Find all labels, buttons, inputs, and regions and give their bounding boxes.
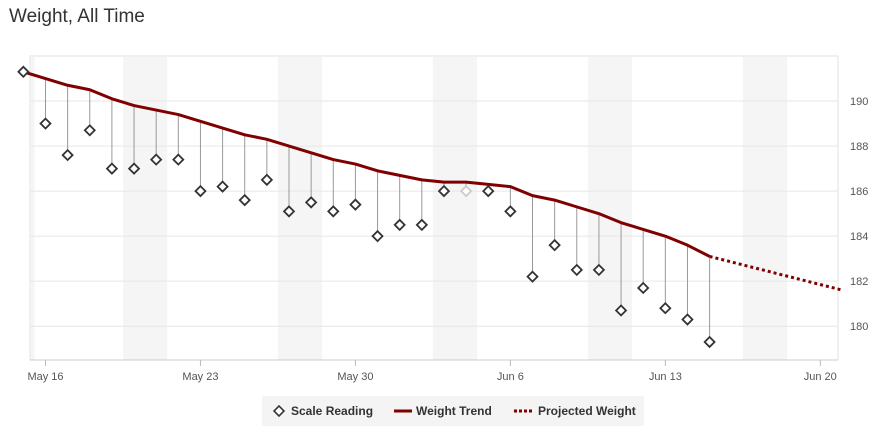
scale-reading-marker bbox=[393, 218, 406, 232]
scale-reading-marker bbox=[526, 270, 539, 283]
scale-reading-marker bbox=[636, 281, 650, 295]
scale-reading-marker bbox=[415, 218, 429, 232]
scale-reading-marker bbox=[238, 193, 251, 207]
scale-reading-marker bbox=[371, 229, 384, 243]
scale-reading-marker bbox=[437, 184, 451, 198]
scale-reading-marker bbox=[349, 198, 362, 211]
scale-reading-marker bbox=[504, 205, 517, 218]
legend-projected-line-icon bbox=[514, 409, 534, 413]
legend-trend-line-icon bbox=[394, 409, 412, 413]
trend-line bbox=[22, 70, 711, 258]
x-tick-label: May 23 bbox=[182, 371, 218, 383]
weekend-band bbox=[432, 57, 478, 360]
scale-reading-marker bbox=[592, 263, 606, 277]
scale-reading-marker bbox=[570, 263, 584, 277]
scale-reading-marker bbox=[614, 304, 628, 317]
y-tick-label: 188 bbox=[850, 141, 868, 153]
legend-weight-trend[interactable]: Weight Trend bbox=[416, 404, 492, 418]
scale-reading-marker bbox=[548, 238, 561, 252]
scale-reading-marker bbox=[260, 173, 274, 187]
y-tick-label: 184 bbox=[850, 231, 868, 243]
x-tick-label: Jun 20 bbox=[804, 371, 837, 383]
weekend-band bbox=[277, 57, 323, 360]
scale-reading-marker bbox=[659, 301, 672, 315]
scale-reading-marker bbox=[17, 65, 30, 78]
weekend-band bbox=[742, 57, 788, 360]
scale-reading-marker bbox=[149, 153, 163, 166]
scale-reading-marker bbox=[39, 117, 52, 130]
x-tick-label: Jun 13 bbox=[649, 371, 682, 383]
scale-reading-marker bbox=[304, 196, 318, 209]
scale-reading-marker bbox=[105, 162, 119, 175]
scale-reading-marker bbox=[172, 153, 185, 166]
scale-reading-marker bbox=[216, 180, 229, 193]
weekend-band bbox=[587, 57, 633, 360]
scale-reading-marker bbox=[194, 184, 207, 198]
scale-reading-marker bbox=[282, 205, 296, 218]
legend: Scale Reading Weight Trend Projected Wei… bbox=[262, 396, 644, 426]
y-tick-label: 190 bbox=[850, 96, 868, 108]
scale-reading-marker bbox=[127, 162, 141, 175]
projected-line bbox=[709, 254, 843, 292]
x-tick-label: Jun 6 bbox=[497, 371, 524, 383]
scale-reading-marker-missing bbox=[459, 184, 473, 198]
chart-title: Weight, All Time bbox=[9, 6, 145, 27]
x-tick-label: May 16 bbox=[27, 371, 63, 383]
scale-reading-marker bbox=[703, 335, 716, 349]
scale-reading-marker bbox=[482, 184, 495, 198]
weekend-band bbox=[122, 57, 168, 360]
y-tick-label: 182 bbox=[850, 276, 868, 288]
legend-projected-weight[interactable]: Projected Weight bbox=[538, 404, 636, 418]
y-tick-label: 180 bbox=[850, 321, 868, 333]
scale-reading-marker bbox=[61, 148, 74, 162]
legend-diamond-icon bbox=[272, 404, 286, 418]
x-tick-label: May 30 bbox=[337, 371, 373, 383]
weekend-band bbox=[31, 57, 35, 360]
scale-reading-marker bbox=[83, 124, 96, 137]
scale-reading-marker bbox=[327, 205, 340, 218]
legend-scale-reading[interactable]: Scale Reading bbox=[291, 404, 374, 418]
y-tick-label: 186 bbox=[850, 186, 868, 198]
scale-reading-marker bbox=[681, 313, 694, 326]
